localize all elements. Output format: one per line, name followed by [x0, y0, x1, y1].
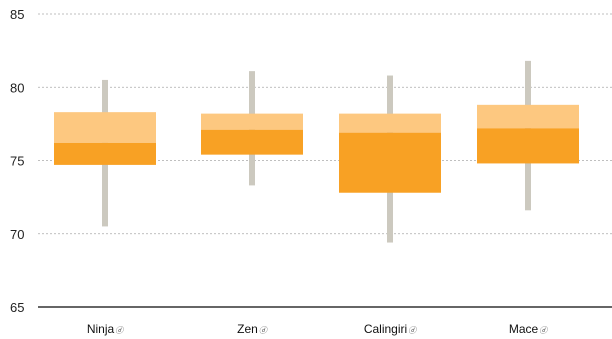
variety-marker-mace: ⓓ: [539, 326, 549, 335]
y-tick-label-85: 85: [10, 7, 24, 22]
x-tick-label-zen: Zenⓓ: [237, 322, 269, 336]
variety-marker-zen: ⓓ: [259, 326, 269, 335]
y-tick-label-70: 70: [10, 227, 24, 242]
y-tick-label-75: 75: [10, 154, 24, 169]
box-lower-calingiri: [339, 132, 441, 193]
box-lower-zen: [201, 129, 303, 155]
category-name-mace: Mace: [509, 322, 539, 336]
box-upper-mace: [477, 104, 579, 129]
whiskers: [102, 60, 531, 243]
category-name-calingiri: Calingiri: [364, 322, 407, 336]
x-tick-label-calingiri: Calingiriⓓ: [364, 322, 418, 336]
x-tick-labels: Ninjaⓓ Zenⓓ Calingiriⓓ Maceⓓ: [87, 322, 549, 336]
variety-marker-ninja: ⓓ: [115, 326, 125, 335]
box-lower-mace: [477, 128, 579, 164]
x-tick-label-ninja: Ninjaⓓ: [87, 322, 125, 336]
x-tick-label-mace: Maceⓓ: [509, 322, 549, 336]
variety-marker-calingiri: ⓓ: [408, 326, 418, 335]
box-upper-zen: [201, 113, 303, 130]
box-upper-ninja: [54, 112, 156, 143]
y-tick-label-65: 65: [10, 300, 24, 315]
y-tick-labels: 65 70 75 80 85: [10, 7, 24, 315]
box-lower-ninja: [54, 142, 156, 165]
boxes: [54, 104, 579, 193]
box-upper-calingiri: [339, 113, 441, 133]
category-name-ninja: Ninja: [87, 322, 115, 336]
y-tick-label-80: 80: [10, 80, 24, 95]
category-name-zen: Zen: [237, 322, 258, 336]
